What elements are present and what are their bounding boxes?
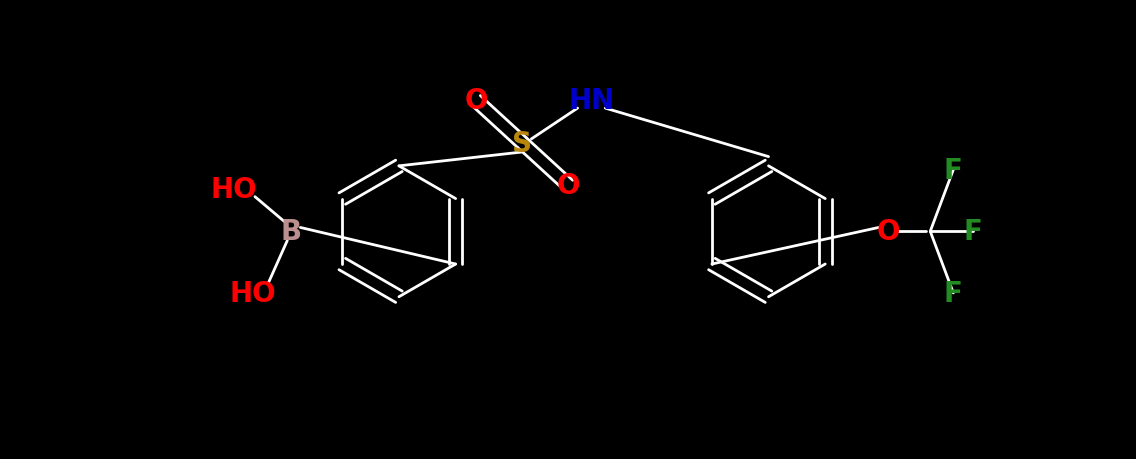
Text: F: F bbox=[963, 218, 982, 246]
Text: HO: HO bbox=[210, 175, 257, 203]
Text: F: F bbox=[944, 279, 963, 307]
Text: O: O bbox=[465, 87, 487, 115]
Text: S: S bbox=[512, 129, 532, 157]
Text: O: O bbox=[876, 218, 900, 246]
Text: O: O bbox=[557, 172, 580, 200]
Text: HN: HN bbox=[568, 87, 615, 115]
Text: B: B bbox=[281, 218, 302, 246]
Text: F: F bbox=[944, 157, 963, 185]
Text: HO: HO bbox=[229, 279, 276, 307]
